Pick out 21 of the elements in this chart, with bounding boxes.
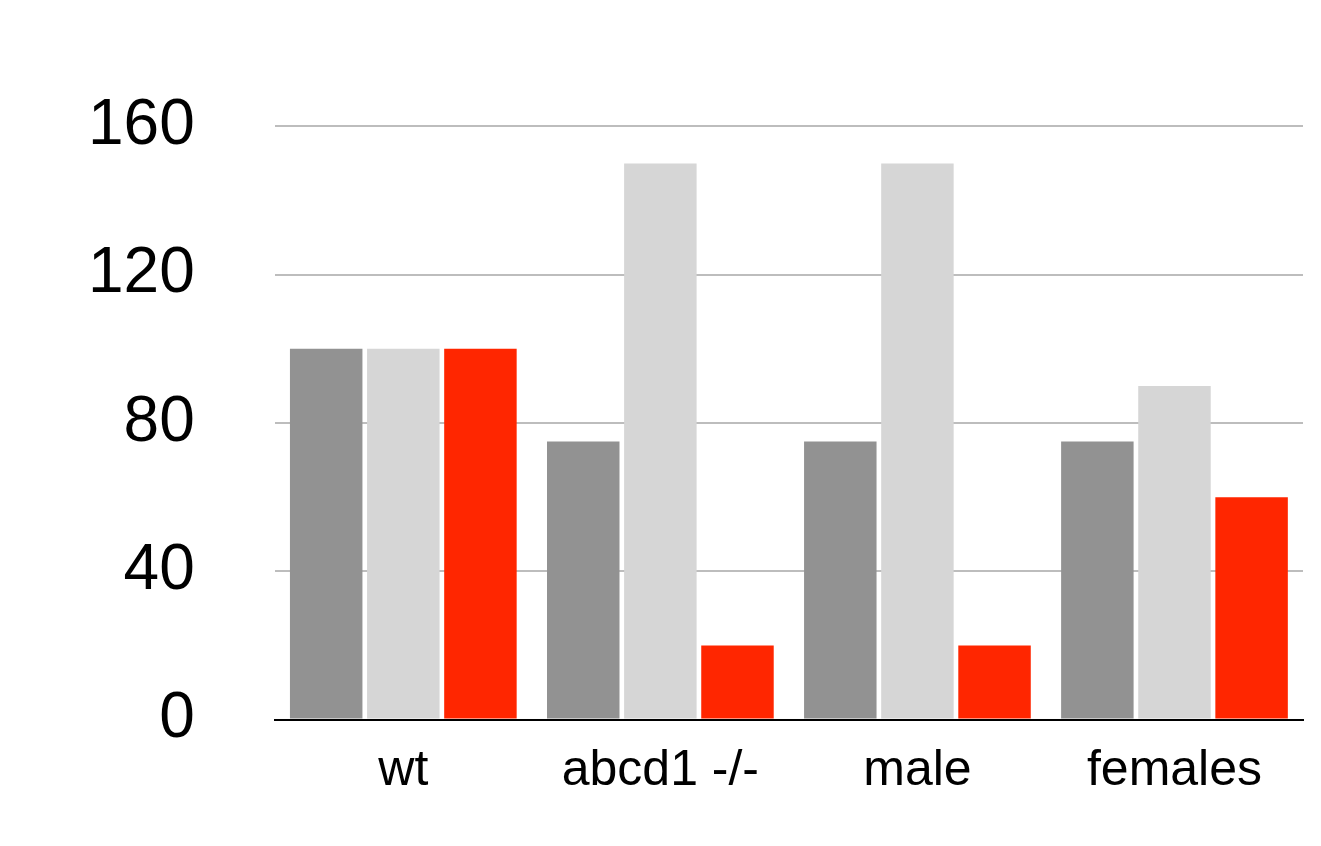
bar bbox=[547, 441, 620, 719]
bar bbox=[958, 645, 1031, 719]
y-tick-label: 40 bbox=[123, 530, 195, 603]
x-tick-label: wt bbox=[377, 740, 429, 797]
x-tick-label: abcd1 -/- bbox=[561, 740, 760, 797]
bar bbox=[444, 348, 517, 719]
bar bbox=[804, 441, 877, 719]
bar bbox=[1138, 385, 1211, 719]
y-tick-label: 160 bbox=[88, 86, 195, 159]
bar bbox=[701, 645, 774, 719]
bar bbox=[1061, 441, 1134, 719]
bar bbox=[289, 348, 363, 719]
y-tick-label: 120 bbox=[88, 234, 195, 307]
bar bbox=[881, 163, 954, 719]
bar bbox=[367, 348, 440, 719]
y-tick-label: 0 bbox=[159, 679, 195, 752]
bar bbox=[1215, 497, 1288, 719]
bar bbox=[624, 163, 697, 719]
x-tick-label: females bbox=[1086, 740, 1263, 797]
y-tick-label: 80 bbox=[123, 382, 195, 455]
x-tick-label: male bbox=[863, 740, 972, 797]
